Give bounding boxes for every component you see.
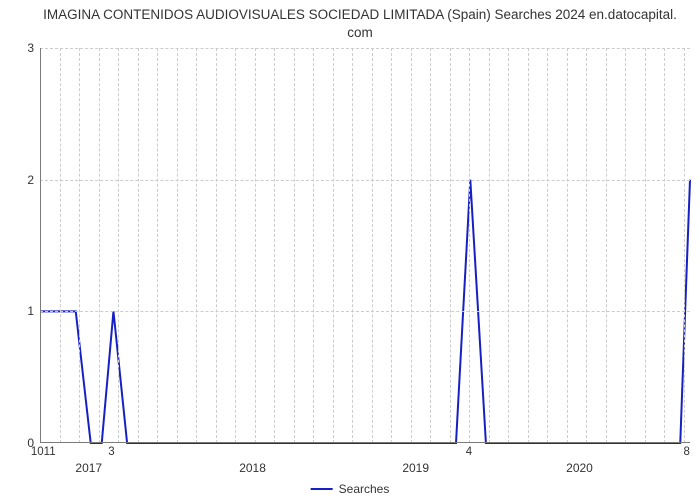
grid-line-vertical [430, 48, 431, 443]
grid-line-vertical [489, 48, 490, 443]
grid-line-vertical [352, 48, 353, 443]
legend: Searches [311, 482, 390, 496]
grid-line-vertical [333, 48, 334, 443]
grid-line-horizontal [40, 180, 690, 181]
chart-title: IMAGINA CONTENIDOS AUDIOVISUALES SOCIEDA… [30, 6, 690, 42]
grid-line-horizontal [40, 48, 690, 49]
grid-line-vertical [235, 48, 236, 443]
grid-line-vertical [157, 48, 158, 443]
chart-title-line2: com [347, 25, 373, 40]
legend-label: Searches [339, 482, 390, 496]
x-year-label: 2019 [402, 461, 429, 475]
x-minor-tick-label: 1011 [31, 446, 56, 458]
grid-line-vertical [684, 48, 685, 443]
x-minor-tick-label: 4 [466, 446, 472, 458]
y-tick-label: 3 [20, 41, 34, 55]
grid-line-vertical [411, 48, 412, 443]
grid-line-vertical [294, 48, 295, 443]
grid-line-vertical [216, 48, 217, 443]
grid-line-vertical [138, 48, 139, 443]
x-minor-tick-label: 8 [684, 446, 690, 458]
grid-line-vertical [313, 48, 314, 443]
y-tick-label: 2 [20, 173, 34, 187]
grid-line-vertical [274, 48, 275, 443]
grid-line-vertical [547, 48, 548, 443]
chart-root: IMAGINA CONTENIDOS AUDIOVISUALES SOCIEDA… [0, 0, 700, 500]
grid-line-vertical [645, 48, 646, 443]
grid-line-vertical [196, 48, 197, 443]
grid-line-vertical [79, 48, 80, 443]
grid-line-vertical [255, 48, 256, 443]
grid-line-vertical [625, 48, 626, 443]
grid-line-vertical [391, 48, 392, 443]
grid-line-vertical [606, 48, 607, 443]
x-year-label: 2017 [75, 461, 102, 475]
y-tick-label: 1 [20, 304, 34, 318]
grid-line-vertical [450, 48, 451, 443]
grid-line-vertical [118, 48, 119, 443]
grid-line-vertical [372, 48, 373, 443]
grid-line-vertical [567, 48, 568, 443]
grid-line-vertical [664, 48, 665, 443]
grid-line-vertical [508, 48, 509, 443]
grid-line-vertical [469, 48, 470, 443]
grid-line-vertical [586, 48, 587, 443]
x-minor-tick-label: 3 [108, 446, 114, 458]
y-axis [40, 48, 41, 443]
grid-line-vertical [99, 48, 100, 443]
legend-swatch [311, 488, 333, 490]
x-year-label: 2020 [566, 461, 593, 475]
x-axis [40, 442, 690, 443]
grid-line-horizontal [40, 311, 690, 312]
grid-line-vertical [528, 48, 529, 443]
plot-area: 012310113482017201820192020 [40, 48, 690, 443]
chart-title-line1: IMAGINA CONTENIDOS AUDIOVISUALES SOCIEDA… [43, 7, 677, 22]
grid-line-vertical [60, 48, 61, 443]
x-year-label: 2018 [239, 461, 266, 475]
grid-line-vertical [177, 48, 178, 443]
